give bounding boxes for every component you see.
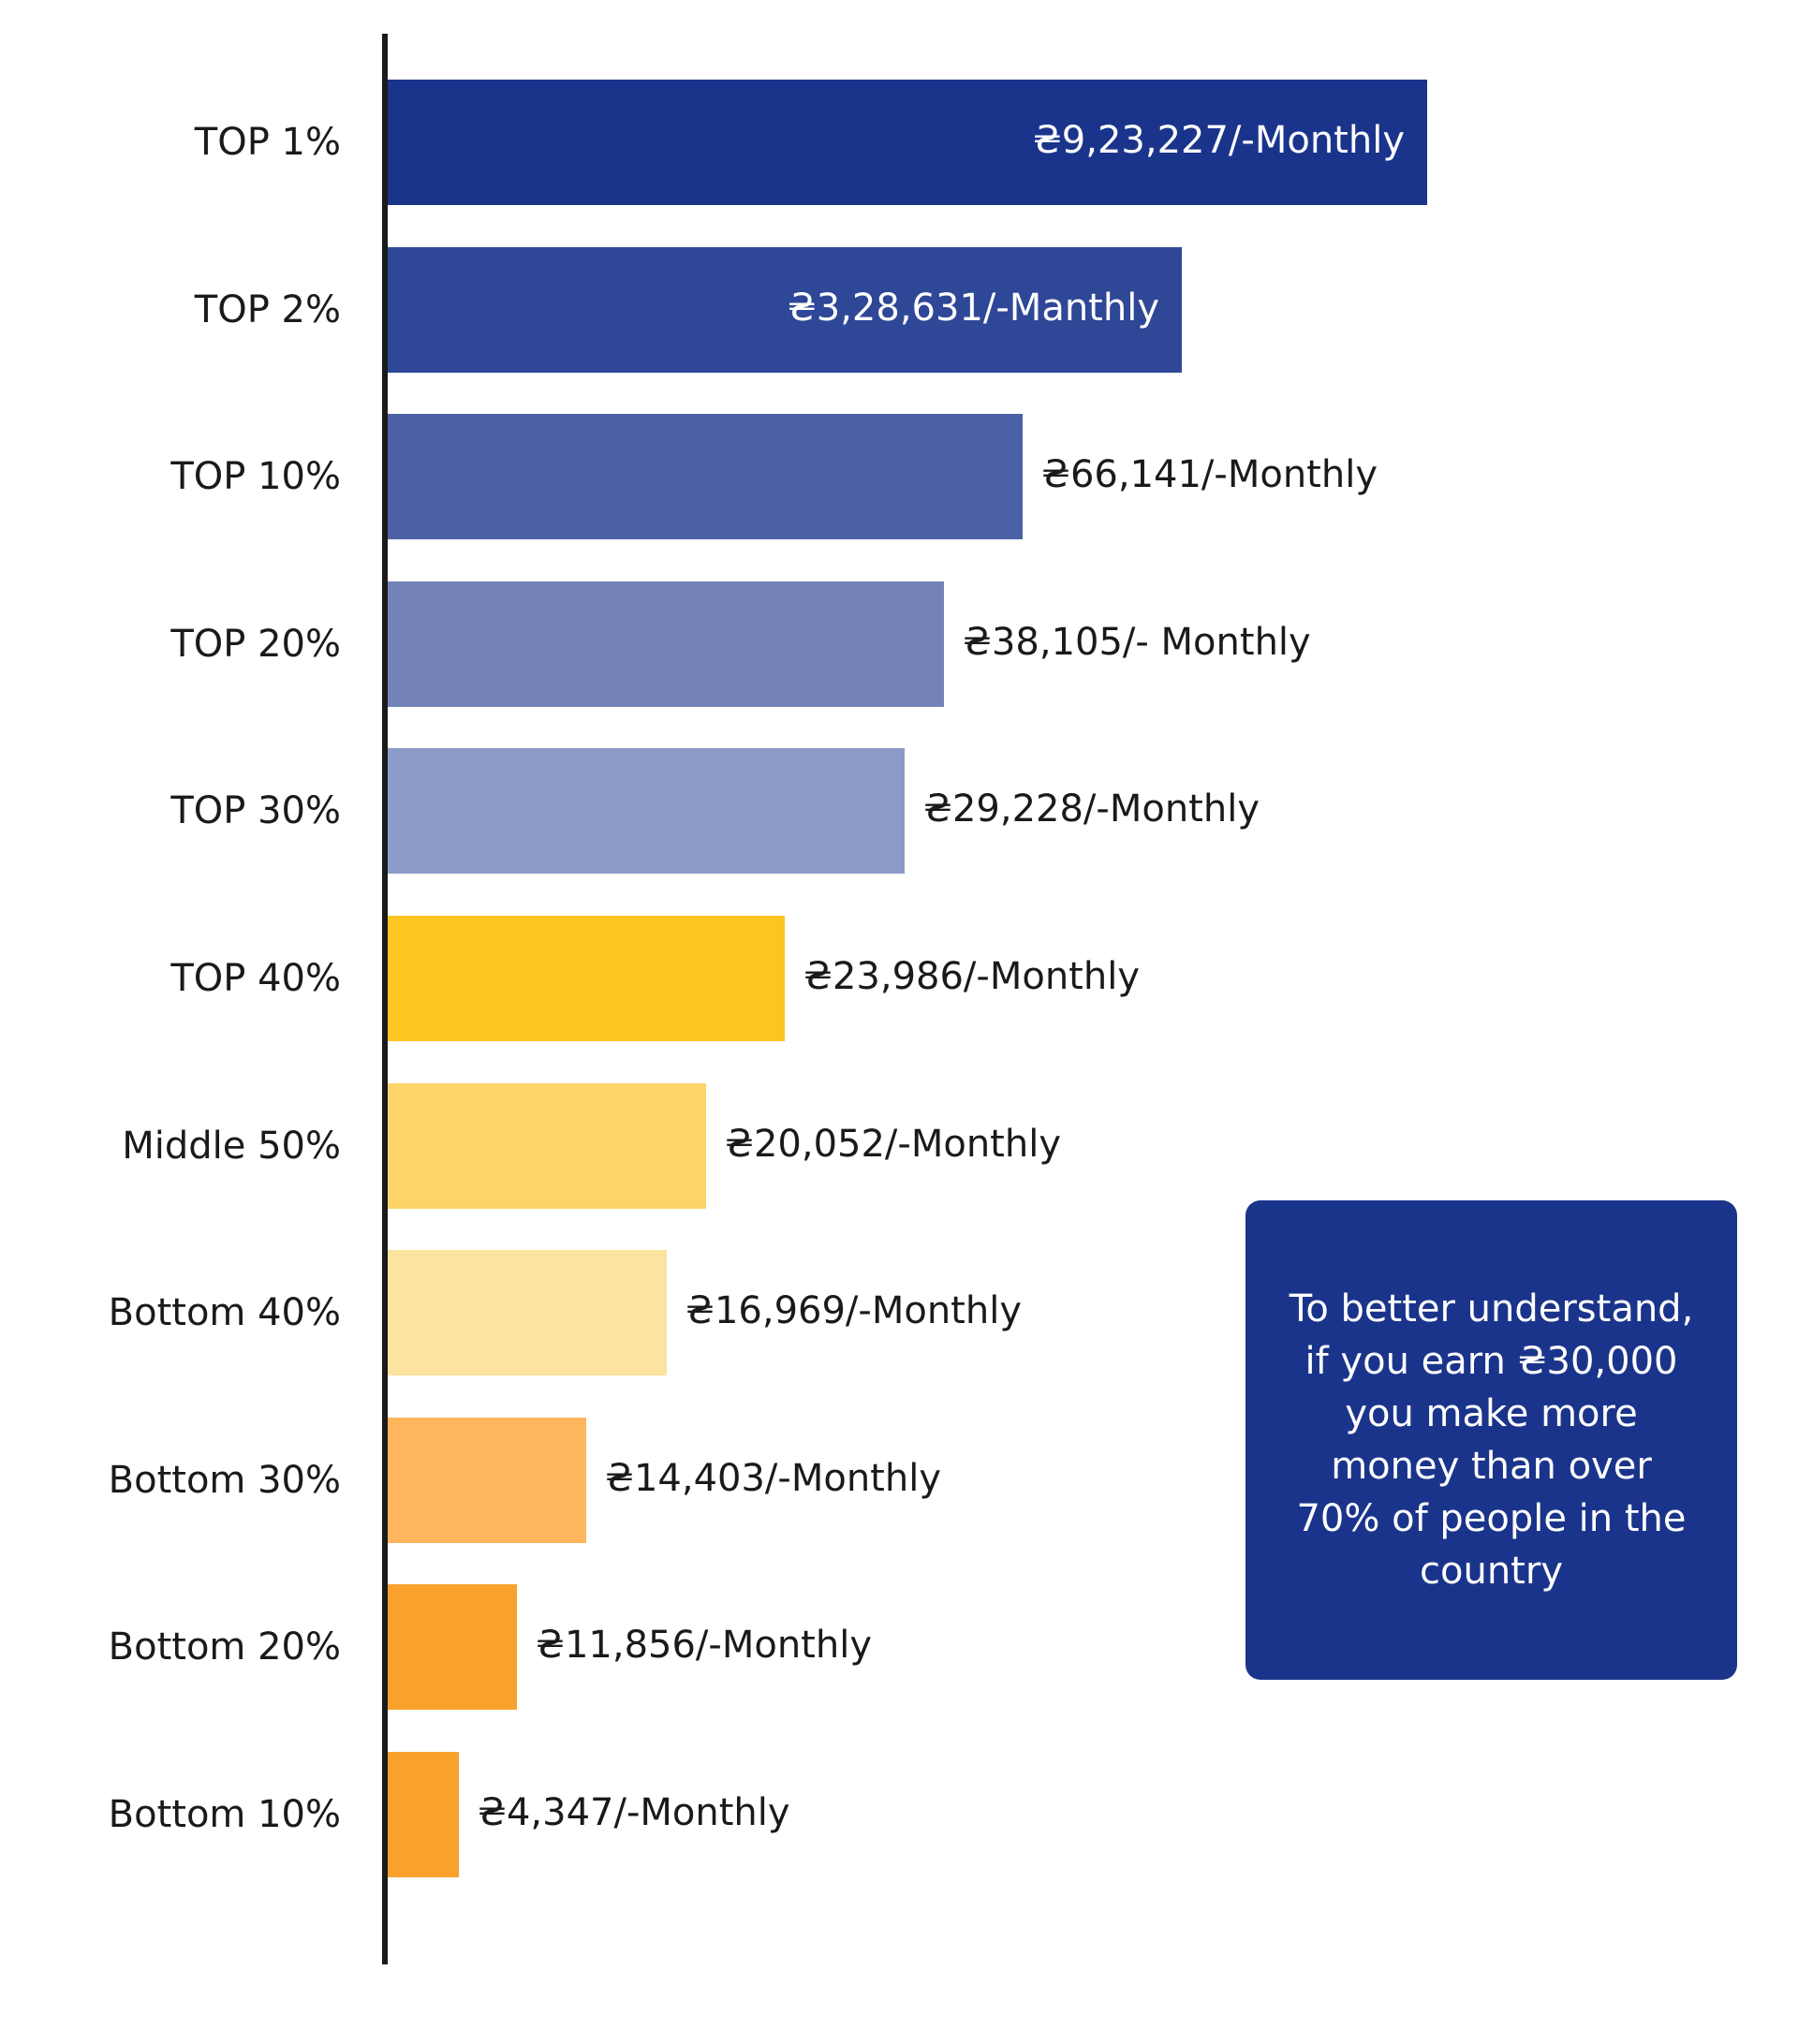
category-label: TOP 1% [194,121,341,164]
bar [388,1083,706,1209]
bar [388,1250,667,1375]
callout-box: To better understand, if you earn ₴30,00… [1245,1200,1737,1680]
value-label: ₴4,347/-Monthly [478,1791,790,1834]
value-label: ₴11,856/-Monthly [536,1624,872,1667]
value-label: ₴38,105/- Monthly [963,621,1311,664]
category-label: TOP 10% [170,455,341,498]
bar [388,1418,586,1543]
value-label: ₴9,23,227/-Monthly [1032,119,1405,162]
bar [388,247,1182,373]
value-label: ₴29,228/-Monthly [923,787,1260,831]
callout-text: To better understand, if you earn ₴30,00… [1289,1287,1694,1593]
value-label: ₴16,969/-Monthly [685,1289,1022,1332]
bar [388,748,905,874]
category-label: Bottom 20% [108,1625,341,1669]
category-label: TOP 40% [170,957,341,1000]
y-axis-line [382,34,388,1964]
category-label: Middle 50% [122,1125,341,1168]
category-label: TOP 2% [194,288,341,331]
bar [388,916,785,1041]
category-label: Bottom 30% [108,1459,341,1502]
bar [388,80,1427,205]
category-label: TOP 20% [170,623,341,666]
bar [388,581,944,707]
bar [388,1584,517,1710]
value-label: ₴14,403/-Monthly [605,1457,941,1500]
category-label: TOP 30% [170,789,341,832]
value-label: ₴20,052/-Monthly [725,1123,1061,1166]
bar [388,1752,459,1877]
category-label: Bottom 10% [108,1793,341,1836]
value-label: ₴3,28,631/-Manthly [787,287,1159,330]
value-label: ₴66,141/-Monthly [1041,453,1378,496]
bar [388,414,1023,539]
value-label: ₴23,986/-Monthly [803,955,1140,998]
category-label: Bottom 40% [108,1291,341,1334]
